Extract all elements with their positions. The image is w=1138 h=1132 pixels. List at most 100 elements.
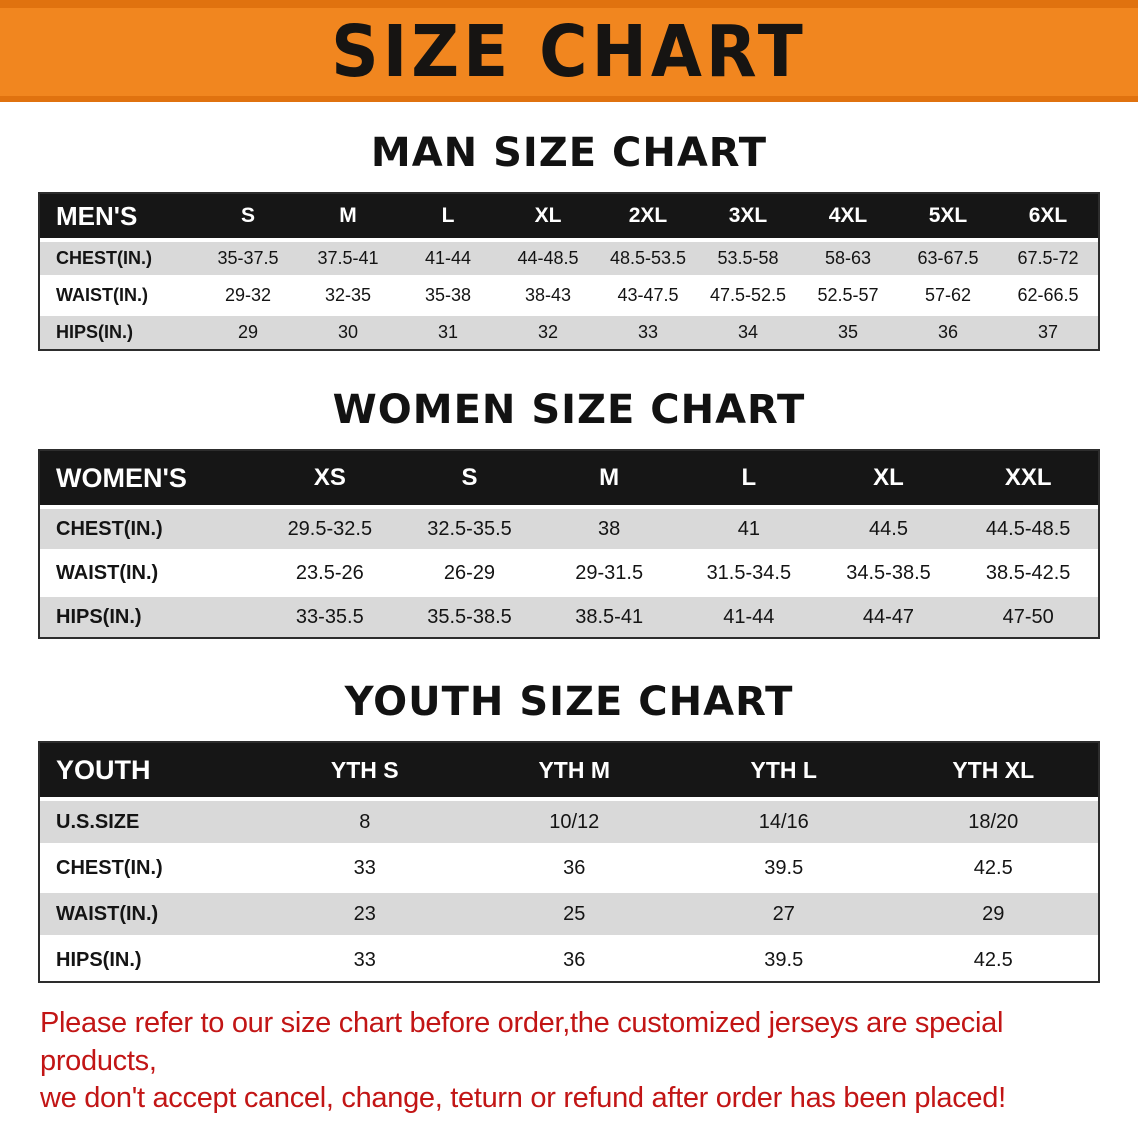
youth-size-table: YOUTH YTH S YTH M YTH L YTH XL U.S.SIZE 8 10/12… bbox=[38, 741, 1100, 983]
women-size-chart-section: WOMEN SIZE CHART WOMEN'S XS S M L XL XXL CHEST(… bbox=[0, 387, 1138, 639]
value-cell: 18/20 bbox=[968, 810, 1019, 833]
value-cell: 38.5-42.5 bbox=[985, 561, 1071, 584]
value-cell: 25 bbox=[563, 902, 586, 925]
banner-title: SIZE CHART bbox=[331, 9, 807, 94]
value-cell: 42.5 bbox=[973, 856, 1013, 879]
column-header-cell: YTH M bbox=[538, 756, 611, 783]
table-row: CHEST(IN.) 33 36 39.5 42.5 bbox=[40, 843, 1098, 889]
column-header-cell: M bbox=[599, 464, 620, 491]
value-cell: 32-35 bbox=[324, 285, 372, 305]
column-header-cell: 2XL bbox=[628, 204, 668, 227]
man-size-chart-section: MAN SIZE CHART MEN'S S M L XL 2XL 3XL 4XL 5XL 6XL… bbox=[0, 130, 1138, 351]
value-cell: 35.5-38.5 bbox=[427, 605, 512, 628]
value-cell: 31.5-34.5 bbox=[706, 561, 792, 584]
value-cell: 29-32 bbox=[224, 285, 272, 305]
table-title-cell: YOUTH bbox=[56, 754, 151, 785]
value-cell: 33-35.5 bbox=[295, 605, 364, 628]
column-header-cell: 4XL bbox=[828, 204, 868, 227]
table-row: CHEST(IN.) 29.5-32.5 32.5-35.5 38 41 44.5 44.5… bbox=[40, 505, 1098, 549]
column-header-cell: YTH S bbox=[330, 756, 399, 783]
column-header-cell: XXL bbox=[1004, 464, 1052, 491]
man-size-chart-heading: MAN SIZE CHART bbox=[370, 130, 768, 176]
column-header-cell: S bbox=[461, 464, 478, 491]
value-cell: 37.5-41 bbox=[317, 248, 379, 268]
value-cell: 10/12 bbox=[549, 810, 600, 833]
banner: SIZE CHART bbox=[0, 0, 1138, 102]
value-cell: 41 bbox=[737, 517, 760, 540]
column-header-cell: XL bbox=[534, 204, 562, 227]
value-cell: 8 bbox=[359, 810, 371, 833]
value-cell: 58-63 bbox=[824, 248, 872, 268]
table-title-cell: WOMEN'S bbox=[56, 462, 187, 493]
value-cell: 29-31.5 bbox=[575, 561, 644, 584]
column-header-cell: S bbox=[240, 204, 255, 227]
table-row: WAIST(IN.) 23 25 27 29 bbox=[40, 889, 1098, 935]
column-header-cell: 3XL bbox=[728, 204, 768, 227]
value-cell: 32.5-35.5 bbox=[427, 517, 512, 540]
value-cell: 47-50 bbox=[1002, 605, 1054, 628]
table-row: HIPS(IN.) 29 30 31 32 33 34 35 36 37 bbox=[40, 312, 1098, 349]
column-header-cell: M bbox=[339, 204, 357, 227]
value-cell: 29 bbox=[982, 902, 1005, 925]
value-cell: 39.5 bbox=[764, 856, 804, 879]
table-header-row: WOMEN'S XS S M L XL XXL bbox=[40, 451, 1098, 505]
value-cell: 38-43 bbox=[524, 285, 572, 305]
table-row: HIPS(IN.) 33 36 39.5 42.5 bbox=[40, 935, 1098, 981]
value-cell: 43-47.5 bbox=[617, 285, 679, 305]
value-cell: 41-44 bbox=[424, 248, 472, 268]
disclaimer: Please refer to our size chart before or… bbox=[0, 1005, 1138, 1118]
column-header-cell: YTH XL bbox=[952, 756, 1035, 783]
value-cell: 36 bbox=[937, 322, 959, 342]
row-label-cell: WAIST(IN.) bbox=[56, 561, 159, 584]
row-label-cell: HIPS(IN.) bbox=[56, 948, 142, 971]
table-header-row: MEN'S S M L XL 2XL 3XL 4XL 5XL 6XL bbox=[40, 194, 1098, 238]
value-cell: 35-37.5 bbox=[217, 248, 279, 268]
row-label-cell: CHEST(IN.) bbox=[56, 248, 152, 268]
row-label-cell: HIPS(IN.) bbox=[56, 605, 142, 628]
value-cell: 37 bbox=[1037, 322, 1059, 342]
value-cell: 42.5 bbox=[973, 948, 1013, 971]
value-cell: 34 bbox=[737, 322, 759, 342]
value-cell: 41-44 bbox=[723, 605, 775, 628]
value-cell: 36 bbox=[563, 856, 586, 879]
value-cell: 27 bbox=[772, 902, 795, 925]
column-header-cell: L bbox=[741, 464, 757, 491]
value-cell: 48.5-53.5 bbox=[609, 248, 687, 268]
column-header-cell: XS bbox=[313, 464, 346, 491]
table-row: WAIST(IN.) 29-32 32-35 35-38 38-43 43-47.5 47.… bbox=[40, 275, 1098, 312]
disclaimer-line-2: we don't accept cancel, change, teturn o… bbox=[40, 1082, 1006, 1115]
value-cell: 34.5-38.5 bbox=[846, 561, 931, 584]
table-row: U.S.SIZE 8 10/12 14/16 18/20 bbox=[40, 797, 1098, 843]
row-label-cell: HIPS(IN.) bbox=[56, 322, 134, 342]
women-size-table: WOMEN'S XS S M L XL XXL CHEST(IN.) 29.5-32.5 32.5… bbox=[38, 449, 1100, 639]
value-cell: 47.5-52.5 bbox=[709, 285, 787, 305]
value-cell: 30 bbox=[337, 322, 359, 342]
table-row: HIPS(IN.) 33-35.5 35.5-38.5 38.5-41 41-44 44-… bbox=[40, 593, 1098, 637]
value-cell: 31 bbox=[437, 322, 459, 342]
value-cell: 44.5 bbox=[869, 517, 908, 540]
table-header-row: YOUTH YTH S YTH M YTH L YTH XL bbox=[40, 743, 1098, 797]
value-cell: 57-62 bbox=[924, 285, 972, 305]
value-cell: 44-48.5 bbox=[517, 248, 579, 268]
row-label-cell: WAIST(IN.) bbox=[56, 285, 148, 305]
row-label-cell: CHEST(IN.) bbox=[56, 856, 163, 879]
youth-size-chart-section: YOUTH SIZE CHART YOUTH YTH S YTH M YTH L YTH… bbox=[0, 679, 1138, 983]
value-cell: 33 bbox=[637, 322, 659, 342]
value-cell: 26-29 bbox=[443, 561, 496, 584]
value-cell: 44.5-48.5 bbox=[985, 517, 1071, 540]
value-cell: 38 bbox=[598, 517, 621, 540]
value-cell: 33 bbox=[353, 948, 376, 971]
column-header-cell: 6XL bbox=[1028, 204, 1068, 227]
column-header-cell: YTH L bbox=[750, 756, 817, 783]
table-row: CHEST(IN.) 35-37.5 37.5-41 41-44 44-48.5 48.5… bbox=[40, 238, 1098, 275]
value-cell: 62-66.5 bbox=[1017, 285, 1079, 305]
column-header-cell: 5XL bbox=[928, 204, 968, 227]
value-cell: 35-38 bbox=[424, 285, 472, 305]
value-cell: 33 bbox=[353, 856, 376, 879]
disclaimer-line-1: Please refer to our size chart before or… bbox=[40, 1007, 1004, 1077]
value-cell: 63-67.5 bbox=[917, 248, 979, 268]
value-cell: 23 bbox=[353, 902, 376, 925]
men-size-table: MEN'S S M L XL 2XL 3XL 4XL 5XL 6XL CHEST(IN.) 35-37… bbox=[38, 192, 1100, 351]
value-cell: 29 bbox=[237, 322, 259, 342]
